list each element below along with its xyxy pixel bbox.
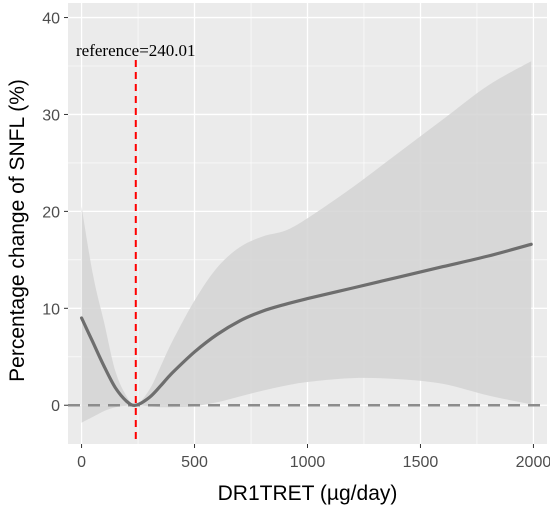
y-axis-title: Percentage change of SNFL (%): [6, 79, 29, 382]
y-tick-label: 10: [42, 301, 60, 318]
x-axis-title: DR1TRET (µg/day): [218, 482, 398, 505]
confidence-band: [81, 61, 532, 423]
x-tick-label: 1000: [290, 454, 326, 471]
y-tick-label: 40: [42, 11, 60, 28]
x-tick-label: 1500: [403, 454, 439, 471]
reference-label: reference=240.01: [76, 41, 196, 60]
y-axis-ticks: 0 10 20 30 40: [42, 11, 68, 415]
y-tick-label: 20: [42, 204, 60, 221]
y-tick-label: 0: [51, 398, 60, 415]
x-tick-label: 2000: [516, 454, 550, 471]
x-axis-ticks: 0 500 1000 1500 2000: [77, 444, 550, 471]
x-tick-label: 500: [181, 454, 208, 471]
x-tick-label: 0: [77, 454, 86, 471]
series-line: [80, 242, 533, 407]
y-tick-label: 30: [42, 107, 60, 124]
